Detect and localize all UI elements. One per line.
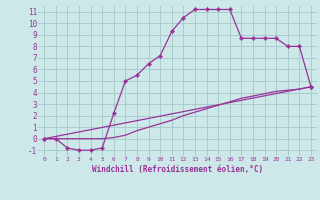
X-axis label: Windchill (Refroidissement éolien,°C): Windchill (Refroidissement éolien,°C): [92, 165, 263, 174]
